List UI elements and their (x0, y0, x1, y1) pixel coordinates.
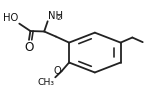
Text: O: O (53, 66, 61, 76)
Text: 2: 2 (56, 16, 61, 22)
Text: CH₃: CH₃ (37, 78, 54, 87)
Text: HO: HO (3, 13, 18, 23)
Text: NH: NH (48, 11, 63, 21)
Text: O: O (25, 41, 34, 54)
